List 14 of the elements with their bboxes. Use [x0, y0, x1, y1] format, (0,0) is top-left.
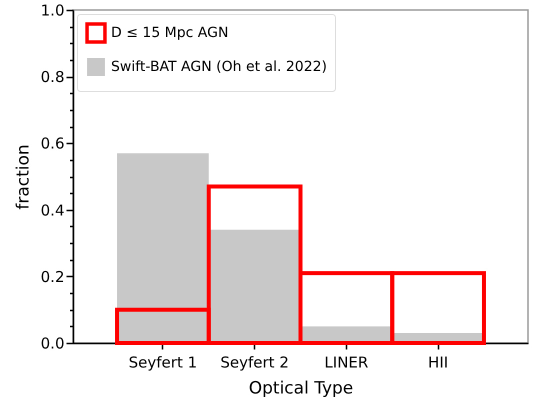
x-tick-label: HII	[428, 354, 448, 372]
legend-label: D ≤ 15 Mpc AGN	[111, 25, 228, 41]
y-tick-label: 1.0	[40, 2, 64, 20]
y-tick-label: 0.0	[40, 334, 64, 352]
legend-label: Swift-BAT AGN (Oh et al. 2022)	[111, 59, 327, 75]
y-axis-title: fraction	[14, 144, 34, 210]
x-axis-title: Optical Type	[248, 378, 354, 398]
y-tick-label: 0.2	[40, 268, 64, 286]
x-tick-label: Seyfert 1	[128, 354, 198, 372]
y-tick-label: 0.6	[40, 134, 64, 153]
y-tick-label: 0.8	[40, 68, 64, 86]
x-tick-label: LINER	[324, 354, 368, 372]
y-tick-label: 0.4	[40, 201, 64, 220]
x-tick-label: Seyfert 2	[220, 354, 289, 372]
